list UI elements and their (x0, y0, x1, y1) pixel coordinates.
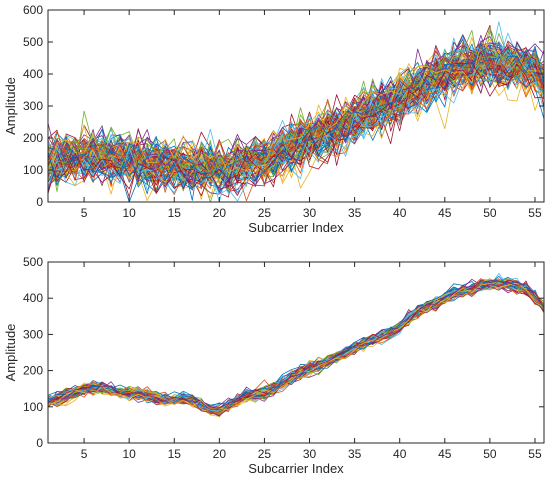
series-line (47, 282, 545, 413)
y-tick-label: 500 (23, 255, 43, 269)
y-tick-label: 300 (23, 327, 43, 341)
x-tick-label: 15 (168, 206, 182, 220)
x-tick-label: 10 (122, 206, 136, 220)
series-line (47, 43, 545, 189)
x-ticks-bottom: 5 10 15 20 25 30 35 40 45 50 55 (81, 262, 542, 461)
x-tick-label: 35 (348, 447, 362, 461)
x-axis-label-bottom: Subcarrier Index (248, 461, 344, 476)
y-tick-label: 500 (23, 35, 43, 49)
x-tick-label: 5 (81, 206, 88, 220)
y-tick-label: 100 (23, 400, 43, 414)
series-line (47, 58, 545, 198)
x-axis-label-top: Subcarrier Index (248, 220, 344, 235)
y-axis-label-top: Amplitude (3, 77, 18, 135)
x-tick-label: 10 (122, 447, 136, 461)
x-tick-label: 25 (258, 447, 272, 461)
y-tick-label: 300 (23, 99, 43, 113)
x-tick-label: 35 (348, 206, 362, 220)
x-tick-label: 40 (393, 206, 407, 220)
x-tick-label: 55 (528, 447, 542, 461)
x-tick-label: 50 (483, 447, 497, 461)
y-tick-label: 100 (23, 163, 43, 177)
x-tick-label: 30 (303, 206, 317, 220)
x-tick-label: 20 (213, 447, 227, 461)
x-tick-label: 15 (168, 447, 182, 461)
x-tick-label: 50 (483, 206, 497, 220)
y-tick-label: 0 (36, 195, 43, 209)
y-tick-label: 200 (23, 364, 43, 378)
y-ticks-top: 0 100 200 300 400 500 600 (23, 3, 544, 209)
series-line (47, 41, 545, 180)
series-line (47, 41, 545, 174)
x-tick-label: 45 (438, 206, 452, 220)
series-line (47, 279, 545, 406)
series-line (47, 29, 545, 178)
chart-bottom: 5 10 15 20 25 30 35 40 45 50 55 0 100 200 300 400 500 S… (3, 255, 545, 476)
series-line (47, 276, 545, 407)
y-axis-label-bottom: Amplitude (3, 324, 18, 382)
y-tick-label: 400 (23, 67, 43, 81)
x-ticks-top: 5 10 15 20 25 30 35 40 45 50 55 (81, 10, 542, 220)
y-ticks-bottom: 0 100 200 300 400 500 (23, 255, 544, 450)
series-line (47, 284, 545, 417)
series-line (47, 53, 545, 176)
series-line (47, 62, 545, 190)
series-line (47, 281, 545, 410)
x-tick-label: 25 (258, 206, 272, 220)
y-tick-label: 0 (36, 436, 43, 450)
series-group-bottom (47, 273, 545, 418)
y-tick-label: 400 (23, 291, 43, 305)
chart-top: 5 10 15 20 25 30 35 40 45 50 55 0 100 200 300 400 500 60… (3, 3, 545, 235)
series-line (47, 279, 545, 418)
x-tick-label: 40 (393, 447, 407, 461)
y-tick-label: 200 (23, 131, 43, 145)
x-tick-label: 45 (438, 447, 452, 461)
x-tick-label: 20 (213, 206, 227, 220)
x-tick-label: 5 (81, 447, 88, 461)
series-line (47, 51, 545, 198)
series-group-top (47, 21, 545, 203)
plot-frame-bottom (47, 261, 545, 444)
x-tick-label: 30 (303, 447, 317, 461)
series-line (47, 282, 545, 411)
series-line (47, 54, 545, 187)
y-tick-label: 600 (23, 3, 43, 17)
x-tick-label: 55 (528, 206, 542, 220)
